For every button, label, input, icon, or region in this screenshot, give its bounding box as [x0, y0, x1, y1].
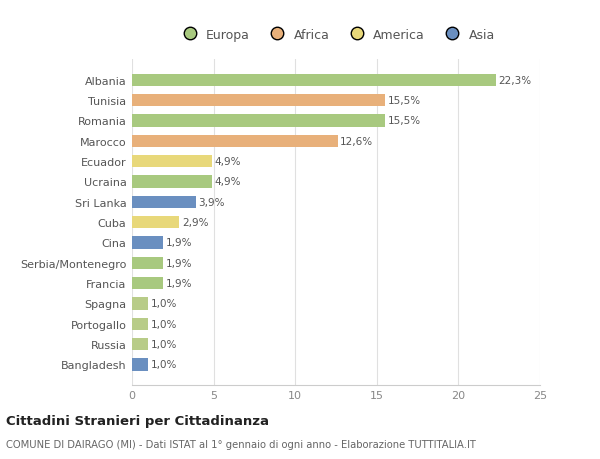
Bar — [132, 74, 496, 87]
Text: 15,5%: 15,5% — [388, 96, 421, 106]
Text: 1,9%: 1,9% — [166, 279, 192, 288]
Bar — [132, 257, 163, 269]
Bar — [132, 135, 338, 147]
Text: 1,0%: 1,0% — [151, 299, 177, 309]
Bar — [132, 318, 148, 330]
Bar — [132, 217, 179, 229]
Text: 15,5%: 15,5% — [388, 116, 421, 126]
Bar — [132, 196, 196, 208]
Text: 1,0%: 1,0% — [151, 339, 177, 349]
Bar — [132, 277, 163, 290]
Bar — [132, 338, 148, 351]
Text: 4,9%: 4,9% — [214, 157, 241, 167]
Bar — [132, 115, 385, 127]
Bar — [132, 358, 148, 371]
Text: 2,9%: 2,9% — [182, 218, 208, 228]
Text: 1,9%: 1,9% — [166, 258, 192, 268]
Text: 1,0%: 1,0% — [151, 360, 177, 369]
Text: 12,6%: 12,6% — [340, 136, 373, 146]
Bar — [132, 156, 212, 168]
Bar — [132, 237, 163, 249]
Text: 3,9%: 3,9% — [198, 197, 224, 207]
Text: 22,3%: 22,3% — [499, 76, 532, 85]
Text: COMUNE DI DAIRAGO (MI) - Dati ISTAT al 1° gennaio di ogni anno - Elaborazione TU: COMUNE DI DAIRAGO (MI) - Dati ISTAT al 1… — [6, 440, 476, 449]
Bar — [132, 176, 212, 188]
Text: Cittadini Stranieri per Cittadinanza: Cittadini Stranieri per Cittadinanza — [6, 414, 269, 428]
Legend: Europa, Africa, America, Asia: Europa, Africa, America, Asia — [172, 23, 500, 46]
Bar — [132, 298, 148, 310]
Text: 1,9%: 1,9% — [166, 238, 192, 248]
Bar — [132, 95, 385, 107]
Text: 1,0%: 1,0% — [151, 319, 177, 329]
Text: 4,9%: 4,9% — [214, 177, 241, 187]
